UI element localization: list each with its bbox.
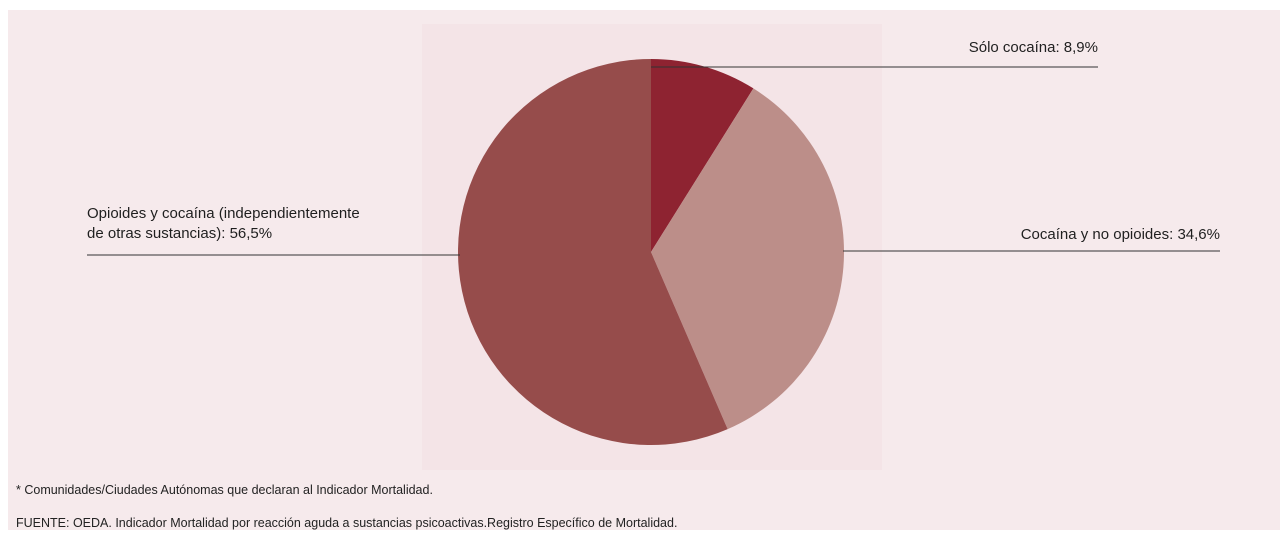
pie-chart: Sólo cocaína: 8,9% Cocaína y no opioides:… [8, 10, 1280, 470]
slice-label-1: Sólo cocaína: 8,9% [969, 39, 1098, 56]
slice-label-2: Cocaína y no opioides: 34,6% [1021, 226, 1220, 243]
footnote: * Comunidades/Ciudades Autónomas que dec… [16, 483, 433, 497]
source-note: FUENTE: OEDA. Indicador Mortalidad por r… [16, 516, 677, 530]
slice-label-3: Opioides y cocaína (independientemente de… [87, 205, 360, 242]
figure-panel: Sólo cocaína: 8,9% Cocaína y no opioides:… [8, 10, 1280, 530]
